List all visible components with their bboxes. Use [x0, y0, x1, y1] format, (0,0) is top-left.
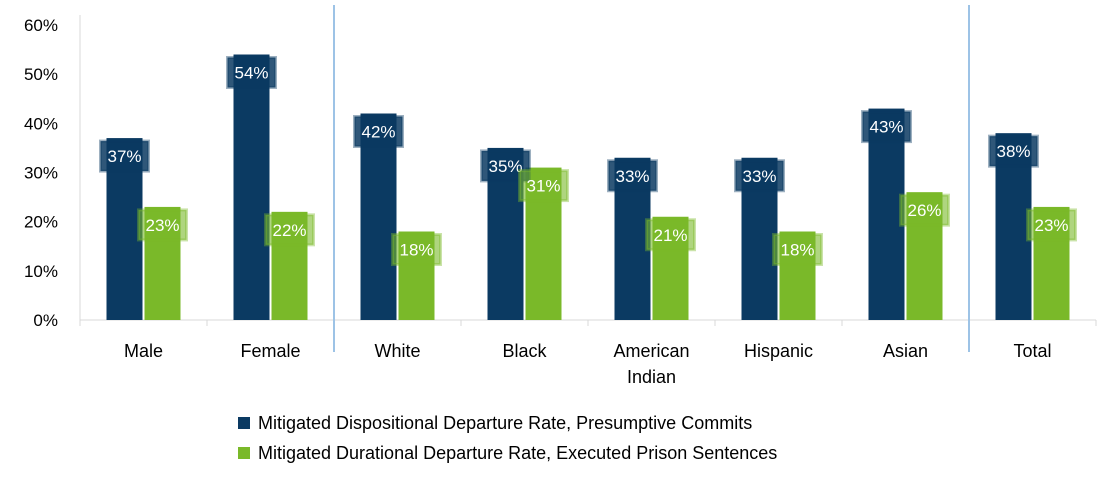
bars: [106, 54, 1070, 320]
data-label: 21%: [653, 226, 687, 245]
bar-dispositional: [360, 113, 397, 320]
group-dividers: [333, 5, 970, 352]
category-label: Asian: [883, 341, 928, 361]
data-label-box: [226, 56, 277, 89]
data-label-box: [353, 115, 404, 148]
category-label: White: [374, 341, 420, 361]
data-label: 33%: [615, 167, 649, 186]
legend-label-dispositional: Mitigated Dispositional Departure Rate, …: [258, 412, 753, 433]
data-labels: 37% 23% 54% 22% 42% 18% 35%31% 33% 21% 33% 18% 43% 2…: [99, 56, 1077, 266]
y-tick-label: 50%: [24, 65, 58, 84]
category-label: Hispanic: [744, 341, 813, 361]
legend-label-durational: Mitigated Durational Departure Rate, Exe…: [258, 442, 778, 463]
bar-dispositional: [233, 54, 270, 320]
data-label-box: [861, 110, 912, 144]
data-label: 18%: [780, 241, 814, 260]
y-tick-label: 0%: [33, 311, 58, 330]
data-label: 23%: [1034, 216, 1068, 235]
data-label-box: [264, 213, 315, 247]
data-label-box: [518, 169, 569, 203]
category-labels: Male Female White Black American Indian Hispan…: [124, 341, 1052, 387]
data-label-box: [391, 233, 442, 266]
data-label: 23%: [145, 216, 179, 235]
data-label-box: [607, 159, 658, 193]
data-label-box: [988, 134, 1039, 168]
category-label: American: [613, 341, 689, 361]
category-label: Female: [240, 341, 300, 361]
y-tick-label: 30%: [24, 164, 58, 183]
data-label-box: [645, 218, 696, 252]
data-label: 42%: [361, 123, 395, 142]
legend: Mitigated Dispositional Departure Rate, …: [238, 408, 777, 468]
data-label: 31%: [526, 177, 560, 196]
data-label-box: [899, 193, 950, 227]
y-tick-label: 10%: [24, 262, 58, 281]
bar-dispositional: [868, 108, 905, 320]
data-label: 54%: [234, 64, 268, 83]
data-label: 43%: [869, 118, 903, 137]
category-label: Indian: [627, 367, 676, 387]
y-tick-label: 60%: [24, 16, 58, 35]
category-label: Total: [1013, 341, 1051, 361]
category-label: Black: [502, 341, 547, 361]
data-label-box: [1026, 208, 1077, 242]
data-label: 35%: [488, 157, 522, 176]
data-label: 37%: [107, 147, 141, 166]
data-label: 38%: [996, 142, 1030, 161]
category-label: Male: [124, 341, 163, 361]
data-label: 33%: [742, 167, 776, 186]
y-tick-label: 40%: [24, 114, 58, 133]
data-label: 26%: [907, 201, 941, 220]
legend-swatch-dispositional: [238, 417, 250, 429]
data-label-box: [734, 159, 785, 193]
data-label: 18%: [399, 241, 433, 260]
legend-item-dispositional: Mitigated Dispositional Departure Rate, …: [238, 408, 777, 438]
data-label-box: [99, 139, 150, 173]
data-label-box: [137, 208, 188, 242]
data-label: 22%: [272, 221, 306, 240]
legend-swatch-durational: [238, 447, 250, 459]
legend-item-durational: Mitigated Durational Departure Rate, Exe…: [238, 438, 777, 468]
y-tick-label: 20%: [24, 213, 58, 232]
data-label-box: [772, 233, 823, 266]
